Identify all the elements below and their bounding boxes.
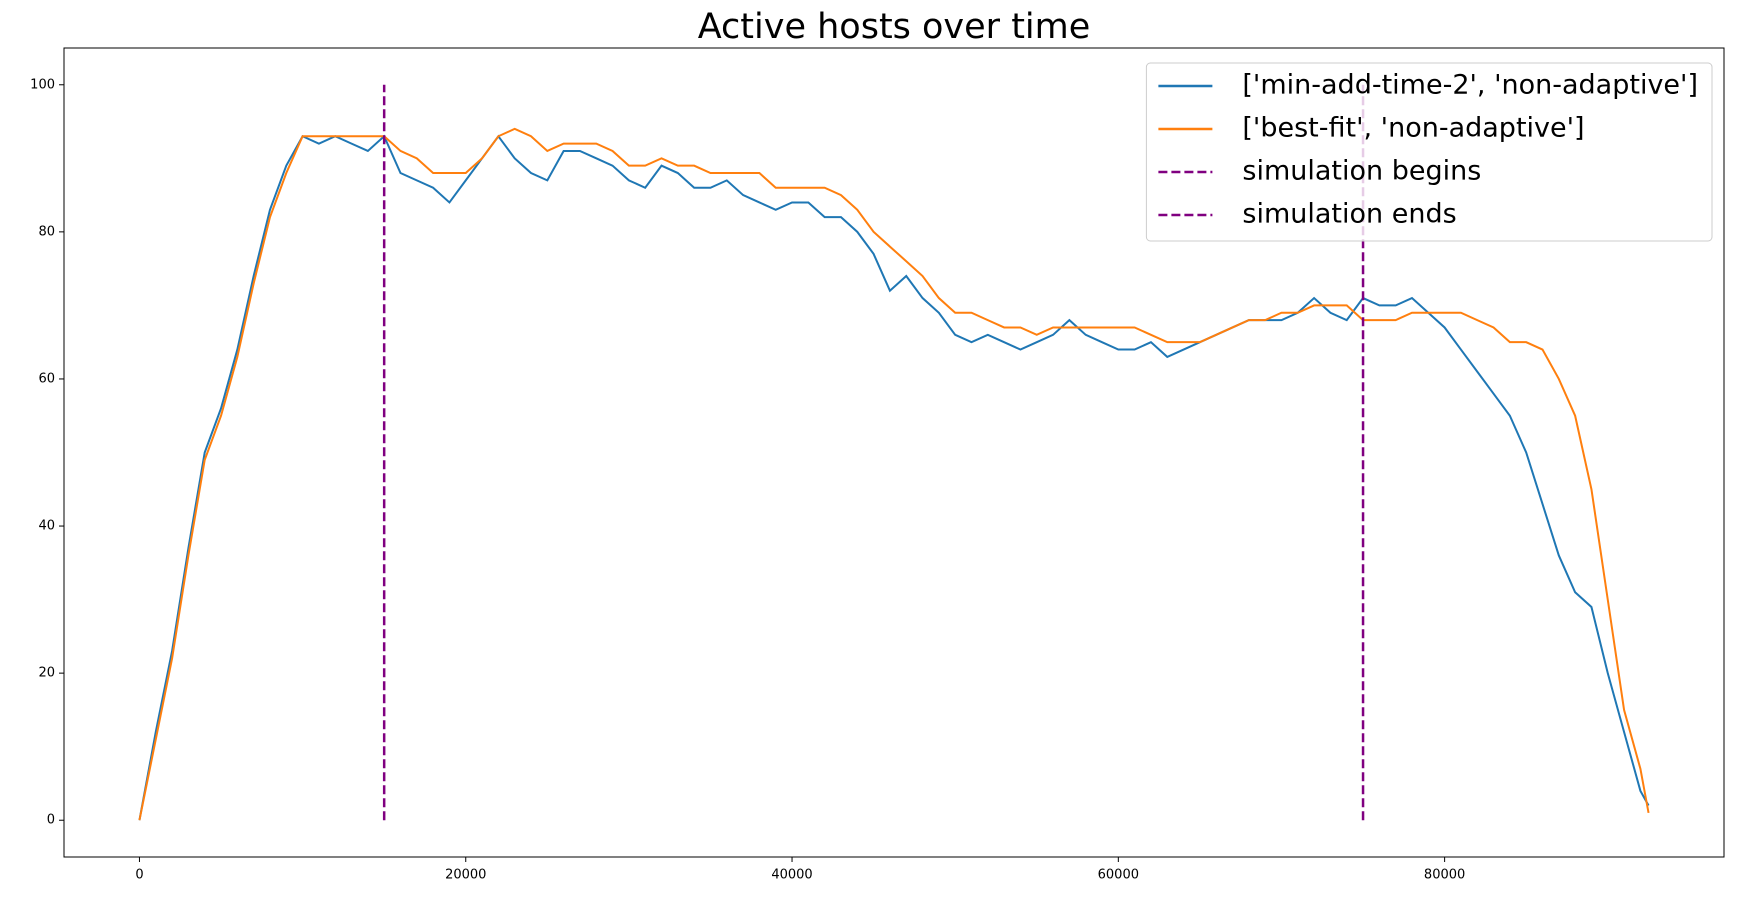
legend-label: ['best-fit', 'non-adaptive'] [1242, 113, 1584, 144]
x-tick-label: 60000 [1098, 868, 1139, 883]
x-tick-label: 40000 [771, 868, 812, 883]
legend-label: simulation ends [1242, 199, 1456, 230]
x-tick-label: 80000 [1424, 868, 1465, 883]
y-tick-label: 80 [38, 224, 55, 239]
y-tick-label: 40 [38, 519, 55, 534]
series-line [138, 134, 1650, 821]
legend: ['min-add-time-2', 'non-adaptive'] ['best… [1145, 62, 1713, 242]
y-tick-label: 100 [30, 77, 55, 92]
y-tick-label: 20 [38, 666, 55, 681]
y-tick-label: 60 [38, 371, 55, 386]
legend-label: simulation begins [1242, 156, 1481, 187]
series-line [138, 127, 1650, 821]
legend-box [1145, 62, 1713, 242]
legend-label: ['min-add-time-2', 'non-adaptive'] [1242, 70, 1698, 101]
x-tick-label: 0 [135, 868, 143, 883]
chart-title: Active hosts over time [698, 7, 1091, 47]
plot-frame [63, 47, 1725, 858]
y-tick-label: 0 [47, 813, 55, 828]
x-tick-label: 20000 [445, 868, 486, 883]
